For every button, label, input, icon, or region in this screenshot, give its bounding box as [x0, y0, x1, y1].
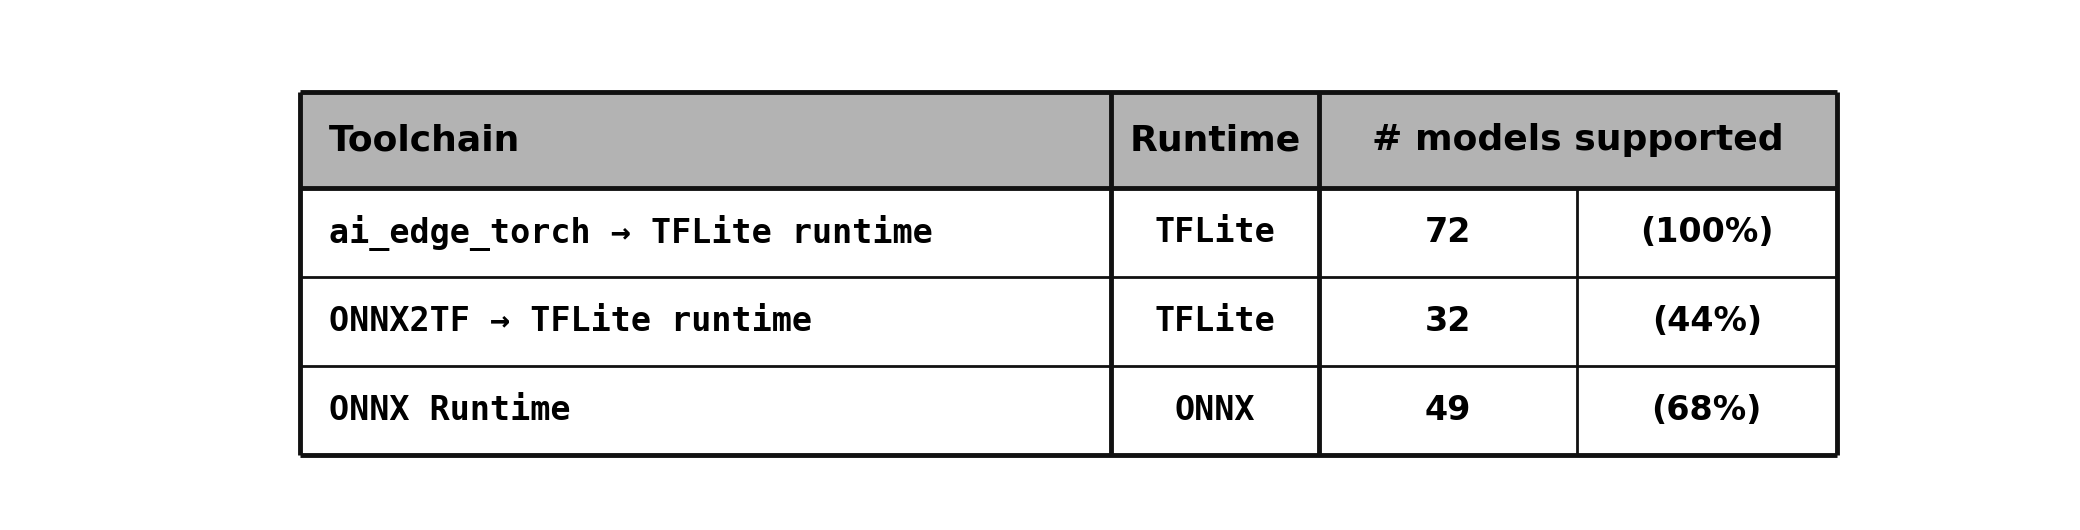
Text: ONNX: ONNX — [1175, 394, 1256, 427]
Text: Runtime: Runtime — [1129, 123, 1300, 157]
Text: 32: 32 — [1425, 305, 1471, 338]
Text: ONNX2TF → TFLite runtime: ONNX2TF → TFLite runtime — [329, 305, 813, 338]
Text: (68%): (68%) — [1652, 394, 1762, 427]
Text: 49: 49 — [1425, 394, 1471, 427]
Text: ai_edge_torch → TFLite runtime: ai_edge_torch → TFLite runtime — [329, 215, 934, 251]
Text: 72: 72 — [1425, 216, 1471, 250]
Text: # models supported: # models supported — [1373, 123, 1783, 157]
Text: ONNX Runtime: ONNX Runtime — [329, 394, 570, 427]
Bar — [300, 366, 1837, 455]
Text: (44%): (44%) — [1652, 305, 1762, 338]
Text: (100%): (100%) — [1639, 216, 1774, 250]
Bar — [300, 92, 1837, 189]
Bar — [300, 277, 1837, 366]
Text: Toolchain: Toolchain — [329, 123, 520, 157]
Text: TFLite: TFLite — [1154, 305, 1275, 338]
Text: TFLite: TFLite — [1154, 216, 1275, 250]
Bar — [300, 189, 1837, 277]
